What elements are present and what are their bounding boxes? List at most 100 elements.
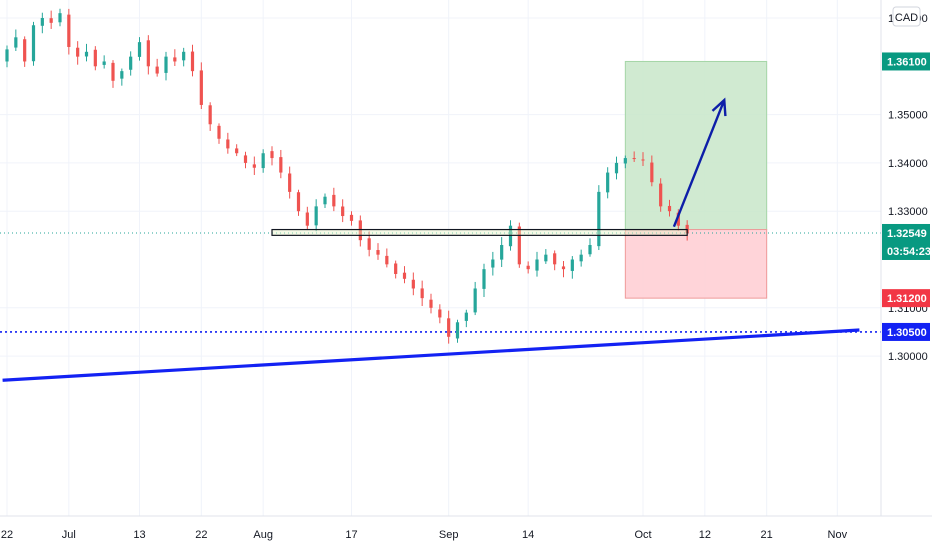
candle-body [182, 51, 186, 61]
candle-body [455, 322, 460, 339]
candle-body [270, 151, 274, 159]
candle-body [623, 158, 627, 164]
candle-body [676, 212, 680, 226]
candle-body [58, 13, 62, 23]
candle-body [5, 49, 9, 62]
y-tick-label: 1.30000 [888, 351, 928, 363]
x-tick-label: 22 [195, 529, 207, 541]
price-tag-1-31200: 1.31200 [887, 293, 927, 305]
countdown-tag: 03:54:23 [887, 246, 931, 258]
price-tag-1-36100: 1.36100 [887, 56, 927, 68]
candle-body [535, 259, 539, 271]
candle-body [49, 18, 53, 23]
candle-body [358, 220, 362, 241]
candle-body [199, 70, 203, 105]
currency-label: CAD [895, 12, 918, 24]
y-tick-label: 1.34000 [888, 158, 928, 170]
candle-body [288, 173, 292, 192]
candle-body [553, 253, 557, 265]
price-tag-1-36100-bg [882, 52, 930, 71]
candle-body [31, 25, 36, 62]
candle-body [579, 254, 583, 262]
candle-body [544, 254, 548, 262]
price-axis-panel [881, 0, 932, 550]
candle-body [296, 192, 301, 212]
x-tick-label: Jul [62, 529, 76, 541]
candle-body [632, 158, 636, 160]
x-tick-label: 21 [761, 529, 773, 541]
candle-body [614, 162, 619, 174]
candle-body [473, 288, 477, 313]
trendline [2, 328, 860, 382]
candle-body [420, 288, 424, 299]
candle-body [40, 18, 44, 26]
candle-body [129, 56, 133, 70]
candle-body [279, 157, 283, 173]
candle-body [491, 259, 495, 268]
candle-body [464, 312, 468, 321]
current-price-tag-bg [882, 223, 930, 260]
candle-body [376, 250, 380, 255]
price-tag-1-30500-bg [882, 322, 930, 341]
candle-body [252, 164, 256, 168]
candle-body [155, 66, 159, 74]
arrow-head [711, 97, 727, 117]
x-tick-label: Sep [439, 529, 459, 541]
currency-box [892, 6, 921, 27]
candle-body [323, 196, 327, 205]
stop-zone [624, 229, 768, 299]
time-axis-panel [0, 516, 932, 550]
candle-body [190, 51, 195, 72]
candle-body [208, 105, 212, 125]
x-tick-label: 17 [345, 529, 357, 541]
candle-body [111, 62, 115, 81]
candle-body [659, 183, 663, 207]
candle-body [76, 47, 80, 57]
candle-body [305, 212, 309, 226]
candle-body [173, 57, 177, 62]
candle-body [570, 259, 574, 271]
candle-body [402, 272, 407, 279]
candle-body [667, 205, 672, 212]
candle-body [411, 279, 415, 289]
x-tick-label: Oct [634, 529, 651, 541]
candle-body [429, 299, 433, 308]
candle-body [341, 206, 345, 217]
candle-body [261, 153, 265, 169]
candle-body [243, 155, 248, 163]
candle-body [517, 226, 521, 265]
price-tag-1-31200-bg [882, 289, 930, 308]
candle-body [120, 71, 124, 79]
candle-body [641, 159, 645, 161]
candle-body [102, 61, 106, 65]
candle-body [606, 172, 610, 193]
x-tick-label: Aug [253, 529, 273, 541]
candle-body [447, 318, 451, 337]
price-tag-1-30500: 1.30500 [887, 327, 927, 339]
candle-body [597, 191, 601, 247]
candle-body [438, 309, 442, 318]
candle-body [146, 40, 150, 67]
candle-body [367, 238, 371, 250]
target-zone [624, 60, 768, 231]
candle-body [561, 266, 566, 270]
candle-body [526, 265, 530, 270]
arrow-line [672, 99, 726, 228]
candle-body [217, 125, 221, 139]
candle-body [23, 39, 27, 62]
x-tick-label: 13 [133, 529, 145, 541]
x-tick-label: Nov [828, 529, 848, 541]
candle-body [137, 42, 142, 57]
candle-body [84, 51, 89, 57]
candle-body [164, 56, 168, 73]
candle-body [314, 206, 318, 226]
y-tick-label: 1.35000 [888, 110, 928, 122]
candle-body [385, 255, 389, 265]
candle-body [500, 245, 504, 260]
x-tick-label: 14 [522, 529, 534, 541]
support-zone [271, 228, 688, 236]
candle-body [588, 245, 592, 255]
x-tick-label: 22 [1, 529, 13, 541]
